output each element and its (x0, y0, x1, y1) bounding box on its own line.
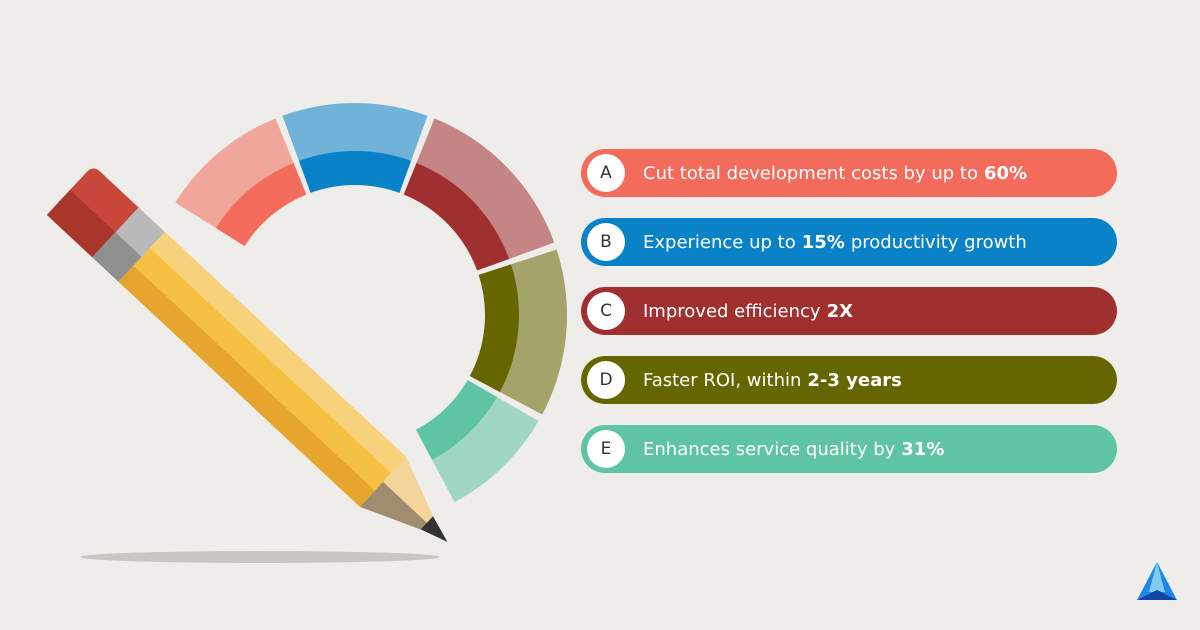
benefit-text: 15% (801, 231, 845, 253)
shadow (80, 551, 440, 563)
benefit-letter: B (587, 223, 625, 261)
pencil (46, 168, 448, 542)
benefit-pill: E Enhances service quality by 31% (581, 425, 1117, 473)
ring-segment (175, 118, 295, 230)
benefit-text: Experience up to (643, 231, 796, 253)
ring-segment (298, 151, 412, 193)
benefit-pill: A Cut total development costs by up to 60% (581, 149, 1117, 197)
benefit-text: 31% (901, 438, 945, 460)
benefit-pill: C Improved efficiency 2X (581, 287, 1117, 335)
ring-segment (431, 396, 539, 503)
benefit-letter: A (587, 154, 625, 192)
logo (1137, 562, 1177, 600)
benefit-text: productivity growth (850, 231, 1027, 253)
benefit-letter: C (587, 292, 625, 330)
ring-segment (215, 162, 307, 247)
benefit-text: Cut total development costs by up to (643, 162, 978, 184)
ring-segment (416, 380, 498, 460)
benefit-text: Faster ROI, within (643, 369, 802, 391)
ring-segment (469, 264, 519, 392)
ring-segment (282, 103, 428, 163)
benefit-letter: E (587, 430, 625, 468)
ring-segment (403, 162, 510, 271)
benefit-text: Enhances service quality by (643, 438, 896, 460)
benefit-pill: D Faster ROI, within 2-3 years (581, 356, 1117, 404)
benefit-text: 2-3 years (807, 369, 902, 391)
ring (175, 103, 567, 503)
benefit-text: 2X (826, 300, 853, 322)
benefit-text: Improved efficiency (643, 300, 821, 322)
benefit-pill: B Experience up to 15% productivity growth (581, 218, 1117, 266)
ring-segment (415, 118, 555, 260)
benefit-letter: D (587, 361, 625, 399)
benefit-text: 60% (983, 162, 1028, 184)
